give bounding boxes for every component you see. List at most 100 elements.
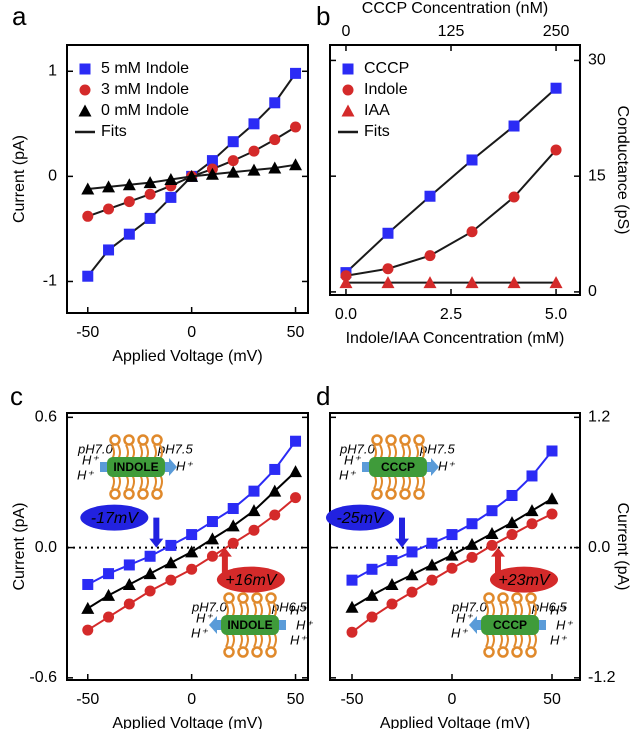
ph-label: pH6.5	[531, 599, 567, 614]
ph-label: pH7.0	[191, 599, 227, 614]
lipid-tail	[415, 444, 425, 490]
data-point	[164, 173, 178, 186]
molecule-box	[221, 615, 279, 635]
data-point	[102, 180, 116, 193]
panel-letter: b	[316, 1, 330, 31]
data-point	[466, 226, 478, 238]
series-line	[345, 87, 557, 274]
data-point	[546, 508, 558, 520]
data-point	[185, 169, 199, 182]
data-point	[405, 568, 419, 581]
data-point	[365, 588, 379, 601]
legend-marker	[78, 104, 92, 117]
y-tick-label: 0.0	[588, 539, 610, 556]
data-point	[226, 165, 240, 178]
y-axis-label: Current (pA)	[11, 135, 28, 223]
data-point	[81, 182, 95, 195]
data-point	[164, 556, 178, 569]
proton-arrow	[100, 462, 107, 472]
data-point	[206, 155, 218, 167]
data-point	[426, 574, 438, 586]
x-tick-label: 0	[187, 324, 196, 341]
data-point	[346, 574, 358, 586]
legend-label: 5 mM Indole	[101, 60, 189, 77]
data-point	[466, 154, 478, 166]
lipid-head	[413, 434, 425, 446]
data-point	[340, 270, 352, 282]
data-point	[506, 529, 518, 541]
data-point	[424, 250, 436, 262]
data-point	[445, 548, 459, 561]
data-point	[289, 158, 303, 171]
y-tick-label: 0.6	[35, 409, 57, 426]
lipid-head	[399, 434, 411, 446]
data-point	[366, 611, 378, 623]
data-point	[486, 539, 498, 551]
x-tick-label: 50	[543, 691, 561, 708]
x2-tick-label: 0	[342, 23, 351, 40]
annotation-arrow	[217, 547, 232, 580]
data-point	[269, 463, 281, 475]
y-tick-label: 30	[588, 52, 606, 69]
annotation-label: +16mV	[225, 572, 277, 589]
data-point	[227, 136, 239, 148]
data-point	[508, 191, 520, 203]
legend-marker	[342, 63, 354, 75]
proton-label: H⁺	[82, 452, 99, 467]
data-point	[186, 529, 198, 541]
y-tick-label: -1	[43, 273, 57, 290]
data-point	[382, 227, 394, 239]
data-point	[247, 504, 261, 517]
data-point	[346, 626, 358, 638]
annotation-arrow	[149, 517, 164, 548]
proton-arrow	[165, 458, 177, 476]
data-point	[269, 97, 281, 109]
x2-tick-label: 125	[438, 23, 465, 40]
lipid-head	[385, 434, 397, 446]
legend-label: IAA	[364, 102, 390, 119]
data-point	[290, 121, 302, 133]
y-axis-label: Current (pA)	[614, 502, 631, 590]
ph-label: pH7.0	[77, 441, 113, 456]
annotation-bubble	[80, 504, 149, 531]
data-point	[386, 555, 398, 567]
data-point	[406, 546, 418, 558]
data-point	[526, 470, 538, 482]
ph-label: pH6.5	[271, 599, 307, 614]
x-tick-label: 50	[287, 324, 305, 341]
lipid-head	[251, 592, 263, 604]
data-point	[546, 445, 558, 457]
lipid-tail	[527, 602, 537, 648]
lipid-head	[511, 592, 523, 604]
data-point	[290, 67, 302, 79]
lipid-head	[511, 646, 523, 658]
molecule-label: CCCP	[381, 460, 415, 474]
data-point	[81, 601, 95, 614]
legend-marker	[79, 63, 91, 75]
y-tick-label: 0	[48, 168, 57, 185]
data-point	[248, 485, 260, 497]
panel-letter: d	[316, 381, 330, 411]
data-point	[345, 600, 359, 613]
data-point	[525, 504, 539, 517]
data-point	[550, 82, 562, 94]
lipid-tail	[253, 602, 263, 648]
y-tick-label: -0.6	[29, 669, 57, 686]
lipid-head	[151, 434, 163, 446]
proton-label: H⁺	[290, 632, 307, 647]
data-point	[186, 563, 198, 575]
data-point	[248, 524, 260, 536]
y-tick-label: 1.2	[588, 409, 610, 426]
molecule-label: INDOLE	[113, 460, 158, 474]
data-point	[206, 550, 218, 562]
molecule-label: CCCP	[493, 618, 527, 632]
molecule-box	[107, 457, 165, 477]
plot-frame	[66, 44, 309, 314]
lipid-head	[109, 434, 121, 446]
x-axis-label: Applied Voltage (mV)	[112, 348, 262, 365]
data-point	[103, 203, 115, 215]
data-point	[165, 539, 177, 551]
data-point	[289, 465, 303, 478]
x-tick-label: 5.0	[545, 306, 567, 323]
lipid-tail	[125, 444, 135, 490]
